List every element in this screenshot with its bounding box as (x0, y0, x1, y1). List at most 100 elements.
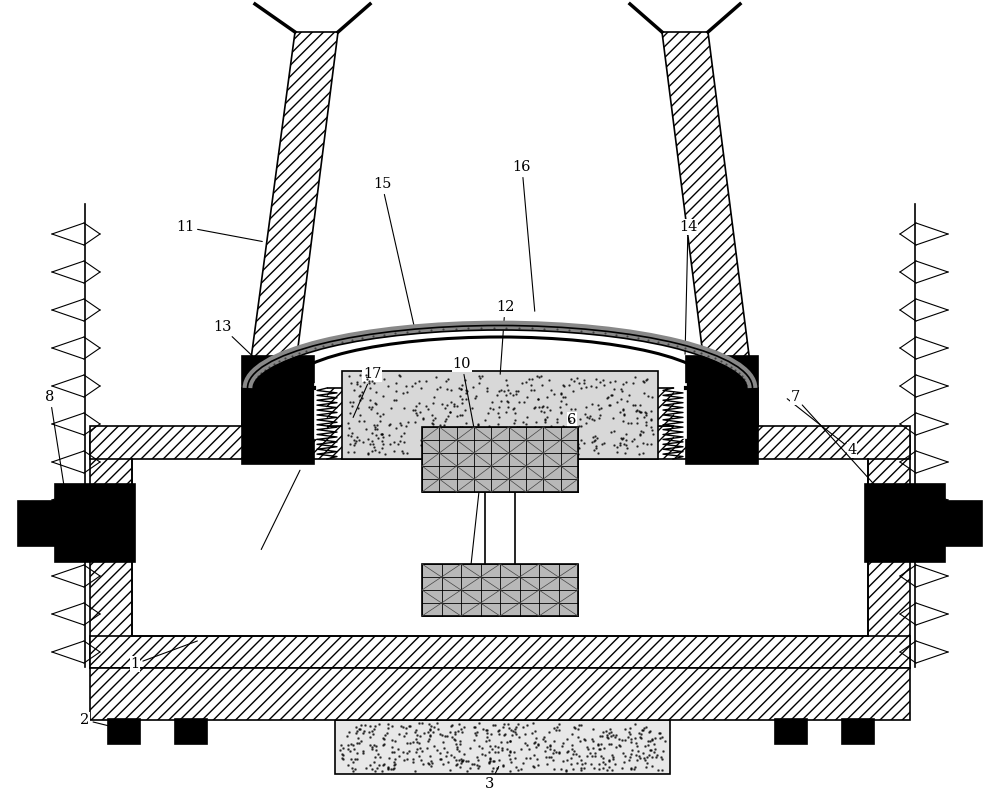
Point (456, 747, 472, 760)
Point (490, 724, 506, 737)
Point (523, 379, 539, 391)
Point (521, 426, 537, 439)
Point (508, 728, 524, 741)
Point (570, 730, 586, 743)
Point (647, 743, 663, 755)
Point (537, 414, 553, 427)
Point (700, 350, 716, 363)
Point (343, 737, 359, 750)
Bar (865, 484, 945, 562)
Point (346, 743, 362, 755)
Point (588, 439, 604, 452)
Point (335, 742, 351, 755)
Point (479, 382, 495, 395)
Point (516, 444, 532, 456)
Point (409, 735, 425, 748)
Point (380, 762, 396, 775)
Point (552, 401, 568, 414)
Point (443, 719, 459, 732)
Point (478, 735, 494, 747)
Point (571, 750, 587, 763)
Point (628, 404, 644, 417)
Point (515, 757, 531, 770)
Point (374, 428, 390, 441)
Point (408, 746, 424, 759)
Point (454, 396, 470, 409)
Point (647, 731, 663, 744)
Point (425, 726, 441, 739)
Point (551, 723, 567, 736)
Point (593, 749, 609, 762)
Point (422, 723, 438, 735)
Point (559, 448, 575, 461)
Point (562, 415, 578, 427)
Point (633, 424, 649, 437)
Point (531, 401, 547, 414)
Point (498, 406, 514, 419)
Point (444, 731, 460, 743)
Point (490, 745, 506, 758)
Point (539, 758, 555, 771)
Point (623, 748, 639, 761)
Bar (242, 356, 314, 464)
Point (623, 761, 639, 774)
Point (345, 396, 361, 409)
Point (377, 729, 393, 742)
Text: 16: 16 (513, 160, 535, 311)
Point (359, 373, 375, 386)
Point (542, 404, 558, 417)
Point (438, 413, 454, 426)
Point (505, 389, 521, 402)
Point (407, 403, 423, 416)
Point (644, 391, 660, 403)
Point (537, 745, 553, 758)
Point (603, 725, 619, 738)
Point (401, 744, 417, 757)
Point (334, 335, 350, 348)
Point (516, 395, 532, 408)
Text: 1: 1 (130, 641, 197, 671)
Point (334, 747, 350, 760)
Point (636, 387, 652, 400)
Point (636, 411, 652, 423)
Point (508, 720, 524, 733)
Point (386, 394, 402, 407)
Point (448, 322, 464, 335)
Point (530, 739, 546, 751)
Point (570, 440, 586, 453)
Point (474, 742, 490, 755)
Point (649, 749, 665, 762)
Point (425, 431, 441, 444)
Point (470, 418, 486, 431)
Point (539, 411, 555, 423)
Point (626, 763, 642, 776)
Point (502, 764, 518, 777)
Point (507, 407, 523, 419)
Point (607, 375, 623, 387)
Point (541, 726, 557, 739)
Point (577, 407, 593, 420)
Bar (775, 719, 807, 744)
Point (600, 390, 616, 403)
Point (503, 723, 519, 736)
Point (437, 401, 453, 414)
Point (469, 726, 485, 739)
Point (414, 717, 430, 730)
Point (606, 439, 622, 452)
Point (454, 428, 470, 441)
Point (523, 383, 539, 396)
Point (637, 753, 653, 766)
Point (582, 747, 598, 759)
Point (599, 731, 615, 743)
Point (344, 427, 360, 439)
Point (335, 748, 351, 761)
Point (271, 354, 287, 367)
Point (633, 727, 649, 740)
Point (250, 370, 266, 383)
Point (439, 382, 455, 395)
Point (528, 732, 544, 745)
Point (471, 717, 487, 730)
Point (372, 410, 388, 423)
Point (584, 435, 600, 448)
Point (454, 755, 470, 768)
